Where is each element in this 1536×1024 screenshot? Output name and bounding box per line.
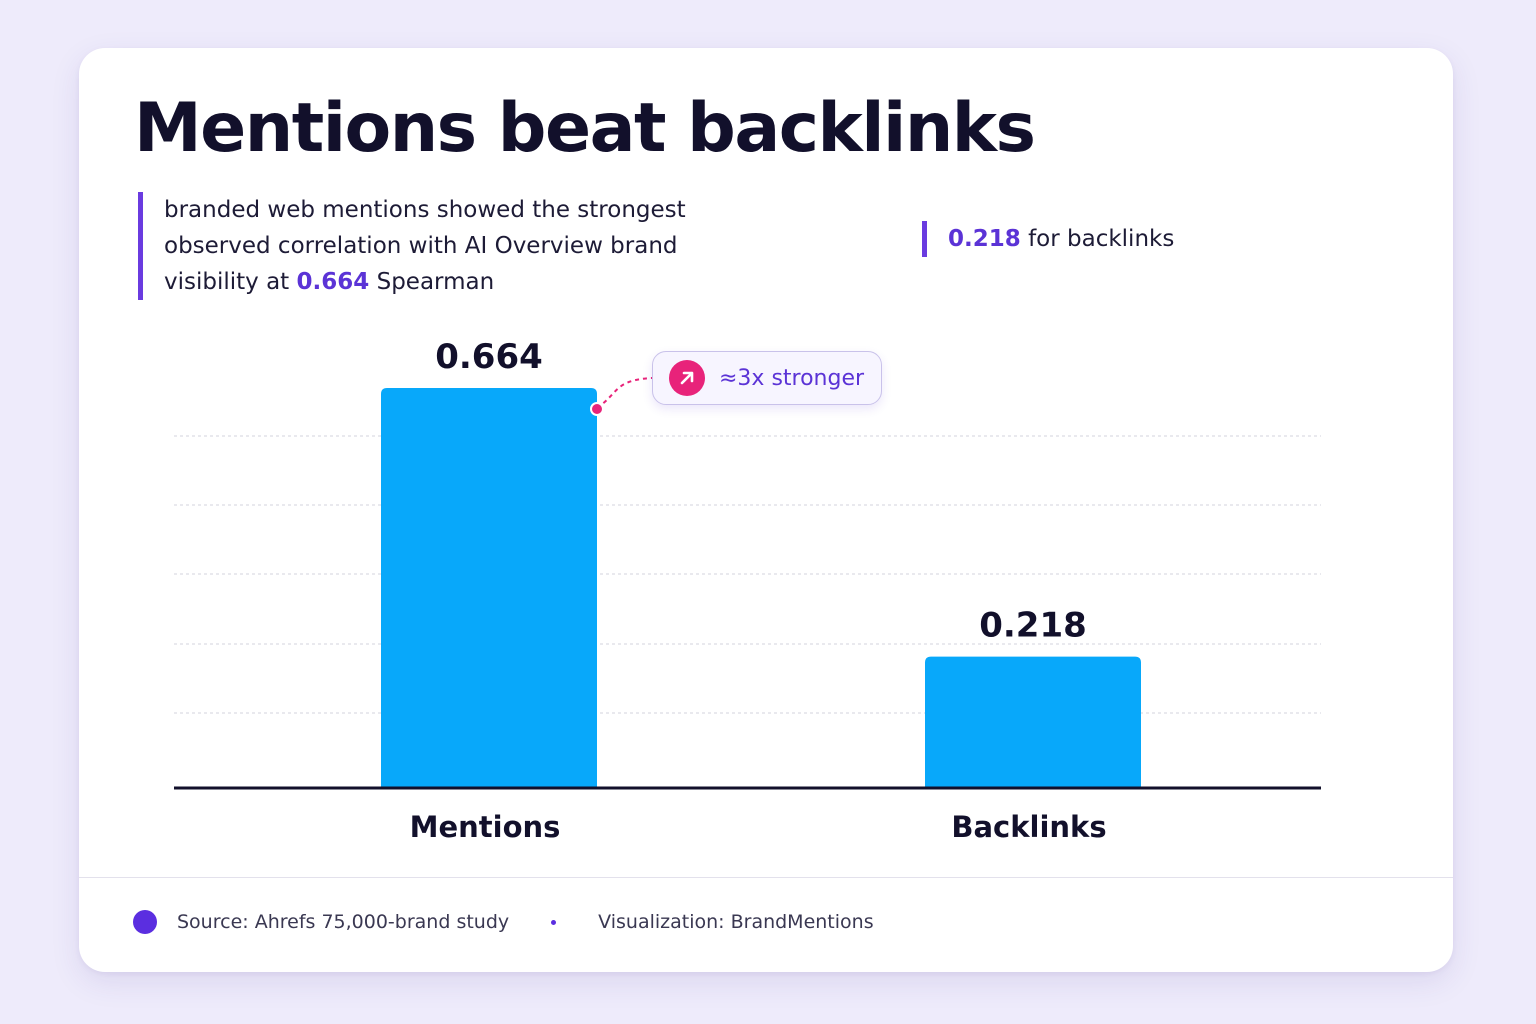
arrow-up-right-icon: [669, 360, 705, 396]
separator-dot-icon: [551, 919, 557, 925]
badge-connector-dot: [590, 402, 604, 416]
brand-dot-icon: [133, 910, 157, 934]
mentions-note: branded web mentions showed the stronges…: [138, 192, 764, 300]
comparison-badge-label: ≈3x stronger: [719, 365, 865, 391]
comparison-badge: ≈3x stronger: [652, 351, 882, 405]
grid-lines: [174, 435, 1321, 714]
bars: [381, 388, 1141, 788]
badge-connector: [596, 377, 653, 409]
mentions-note-text: branded web mentions showed the stronges…: [164, 197, 686, 295]
backlinks-note: 0.218 for backlinks: [922, 221, 1174, 257]
data-label: 0.218: [979, 606, 1087, 646]
bar-mentions: [381, 388, 597, 788]
data-labels: 0.664 0.218: [435, 337, 1087, 646]
category-labels: Mentions Backlinks: [410, 810, 1107, 844]
source-credit: Source: Ahrefs 75,000-brand study: [177, 911, 510, 933]
backlinks-note-text: for backlinks: [1020, 226, 1175, 252]
category-label: Mentions: [410, 810, 561, 844]
visualization-credit: Visualization: BrandMentions: [598, 911, 874, 933]
mentions-note-value: 0.664: [296, 269, 370, 295]
bar-backlinks: [925, 656, 1141, 788]
backlinks-note-value: 0.218: [948, 226, 1021, 252]
footer: Source: Ahrefs 75,000-brand study Visual…: [133, 910, 874, 934]
mentions-note-unit: Spearman: [369, 269, 495, 295]
category-label: Backlinks: [951, 810, 1106, 844]
chart-title: Mentions beat backlinks: [134, 89, 1036, 168]
footer-divider: [79, 877, 1453, 878]
chart-card: Mentions beat backlinks branded web ment…: [79, 48, 1453, 972]
bar-chart: 0.664 0.218 Mentions Backlinks: [174, 337, 1321, 844]
data-label: 0.664: [435, 337, 543, 377]
